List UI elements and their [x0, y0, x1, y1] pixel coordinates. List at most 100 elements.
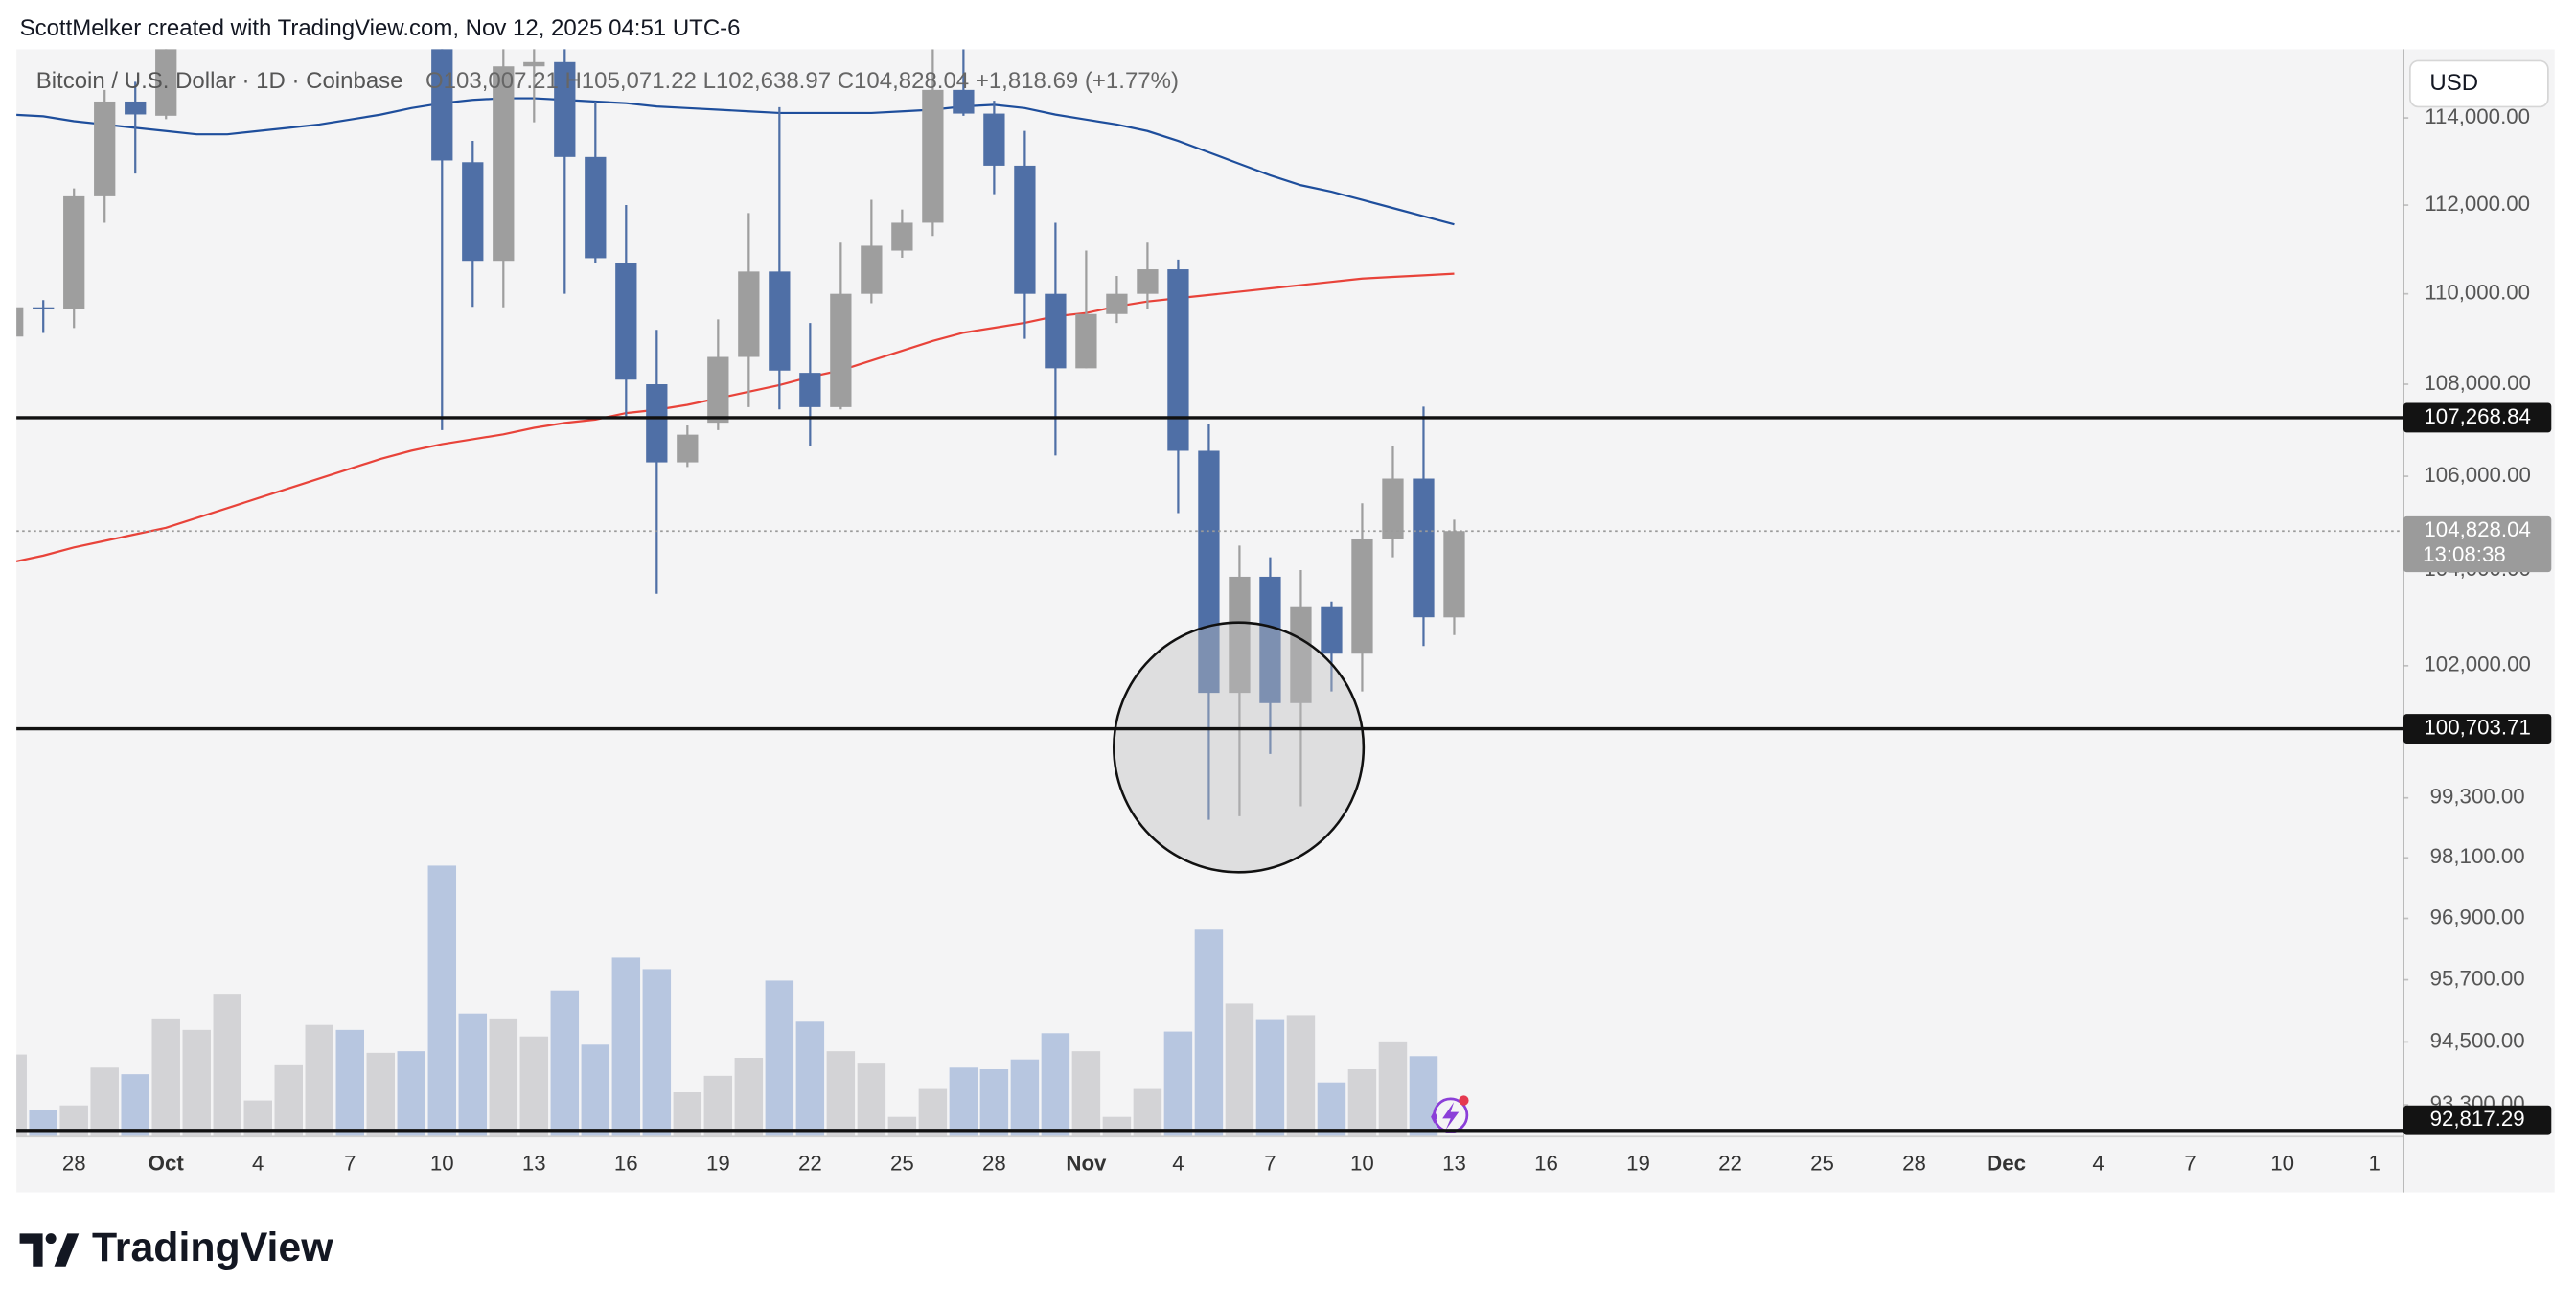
- x-tick-label: 28: [62, 1151, 86, 1175]
- x-tick-label: 16: [614, 1151, 638, 1175]
- volume-bar: [151, 1018, 180, 1137]
- x-tick-label: 25: [890, 1151, 914, 1175]
- volume-bar: [857, 1063, 886, 1137]
- volume-bar: [213, 994, 242, 1137]
- volume-bar: [90, 1067, 119, 1137]
- candle-body: [493, 66, 515, 262]
- x-tick-label: 4: [2092, 1151, 2104, 1175]
- symbol-title: Bitcoin / U.S. Dollar · 1D · Coinbase: [36, 68, 403, 94]
- candle-body: [1290, 606, 1312, 703]
- volume-bar: [1409, 1056, 1438, 1137]
- candle-body: [1045, 293, 1067, 369]
- x-tick-label: 7: [1264, 1151, 1276, 1175]
- candle-body: [677, 434, 699, 463]
- volume-bar: [182, 1029, 211, 1137]
- volume-bar: [765, 980, 794, 1137]
- volume-bar: [1133, 1088, 1162, 1137]
- candle-body: [891, 222, 913, 251]
- candle-body: [1014, 165, 1036, 294]
- volume-bar: [1194, 929, 1224, 1137]
- x-tick-label: 28: [982, 1151, 1006, 1175]
- countdown-label: 13:08:38: [2423, 542, 2506, 566]
- volume-bar: [1071, 1051, 1101, 1137]
- y-tick-label: 98,100.00: [2430, 844, 2525, 868]
- last-price-label: 104,828.04: [2424, 517, 2530, 541]
- currency-label: USD: [2429, 70, 2478, 96]
- candle-body: [585, 156, 607, 259]
- y-tick-label: 95,700.00: [2430, 966, 2525, 990]
- price-axis: 114,000.00 112,000.00 110,000.00 108,000.00…: [2404, 104, 2531, 1115]
- candle-body: [1382, 478, 1404, 539]
- y-tick-label: 110,000.00: [2425, 281, 2530, 305]
- x-tick-label: 25: [1810, 1151, 1834, 1175]
- candle-body: [94, 101, 116, 196]
- volume-bar: [489, 1018, 518, 1137]
- volume-bar: [642, 969, 672, 1137]
- candle-body: [1198, 450, 1220, 694]
- time-axis: 28 Oct 4 7 10 13 16 19 22 25 28 Nov 4 7 10 13 16 19 22 25 28…: [62, 1151, 2380, 1175]
- candle-body: [799, 373, 821, 407]
- candle-body: [554, 61, 576, 157]
- chart-area: [16, 49, 2555, 1193]
- x-tick-label: 7: [344, 1151, 356, 1175]
- author-line: ScottMelker created with TradingView.com…: [20, 15, 741, 41]
- volume-bar: [826, 1051, 856, 1137]
- level-label-box: [2404, 714, 2552, 744]
- candle-body: [155, 49, 177, 116]
- volume-bar: [335, 1029, 365, 1137]
- y-tick-label: 94,500.00: [2430, 1028, 2525, 1052]
- volume-bar: [949, 1067, 978, 1137]
- x-tick-label: 10: [1350, 1151, 1374, 1175]
- level-label-box: [2404, 1105, 2552, 1135]
- x-tick-label: 7: [2184, 1151, 2196, 1175]
- candle-body: [953, 89, 975, 114]
- candle-body: [1351, 538, 1373, 654]
- volume-bar: [29, 1110, 58, 1137]
- volume-pane: [16, 865, 1438, 1137]
- x-tick-label: 4: [252, 1151, 264, 1175]
- candle-body: [125, 101, 147, 115]
- volume-bar: [1225, 1003, 1254, 1137]
- x-tick-label: 10: [2270, 1151, 2294, 1175]
- volume-bar: [1347, 1069, 1377, 1137]
- x-tick-label: 13: [1442, 1151, 1466, 1175]
- volume-bar: [887, 1116, 917, 1137]
- moving-average: [16, 97, 1455, 226]
- candle-body: [33, 307, 55, 309]
- candle-body: [830, 293, 852, 407]
- last-price-box: [2404, 515, 2552, 573]
- currency-button[interactable]: [2409, 59, 2549, 108]
- volume-bar: [1041, 1033, 1070, 1137]
- volume-bar: [795, 1021, 825, 1137]
- candle-body: [861, 245, 883, 294]
- candle-body: [1106, 293, 1128, 314]
- y-tick-label: 99,300.00: [2430, 785, 2525, 809]
- candle-body: [769, 271, 791, 371]
- y-tick-label: 112,000.00: [2425, 192, 2530, 216]
- candle-body: [922, 89, 944, 223]
- candle-body: [1137, 269, 1159, 294]
- ohlc-readout: O103,007.21 H105,071.22 L102,638.97 C104…: [426, 68, 1179, 94]
- y-tick-label: 114,000.00: [2425, 104, 2530, 128]
- brand-logo: [19, 1233, 80, 1267]
- candle-body: [1167, 269, 1189, 451]
- x-tick-label: 19: [706, 1151, 730, 1175]
- brand-name: TradingView: [92, 1225, 334, 1271]
- x-tick-label: 28: [1902, 1151, 1926, 1175]
- volume-bar: [1317, 1082, 1346, 1137]
- volume-bar: [397, 1051, 426, 1137]
- volume-bar: [918, 1088, 948, 1137]
- volume-bar: [1378, 1041, 1408, 1137]
- volume-bar: [703, 1075, 733, 1137]
- x-tick-label: 13: [522, 1151, 546, 1175]
- candle-body: [16, 307, 24, 337]
- x-tick-label: 1: [2368, 1151, 2380, 1175]
- level-label: 100,703.71: [2424, 715, 2530, 739]
- volume-bar: [366, 1052, 396, 1137]
- volume-bar: [581, 1044, 610, 1137]
- annotation-circle: [1113, 621, 1366, 874]
- candle-body: [615, 263, 637, 380]
- volume-bar: [979, 1069, 1009, 1137]
